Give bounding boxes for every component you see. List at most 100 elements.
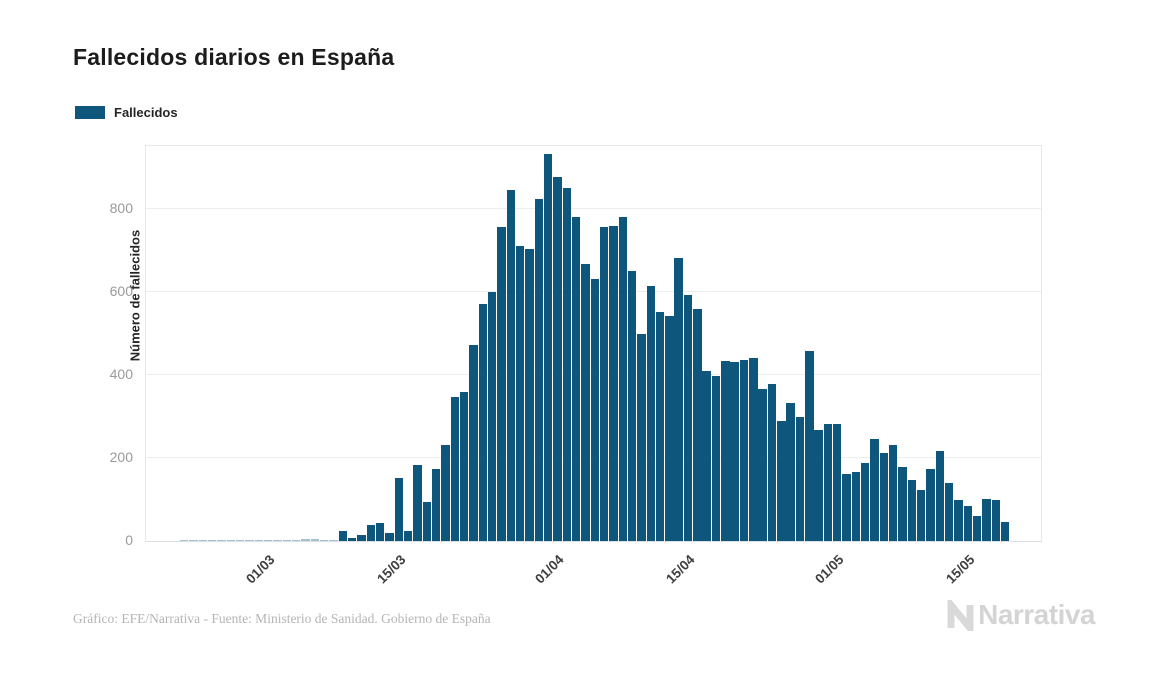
x-tick-01-04: 01/04 (532, 552, 567, 587)
bar-06/03[interactable] (310, 538, 319, 541)
bar-14/03[interactable] (385, 532, 394, 541)
bar-25/04[interactable] (777, 421, 786, 541)
bar-23/04[interactable] (758, 388, 767, 541)
bar-25/03[interactable] (487, 291, 497, 541)
bar-11/03[interactable] (357, 535, 366, 541)
bar-24/04[interactable] (767, 384, 777, 541)
bar-11/04[interactable] (646, 286, 655, 541)
narrativa-logo-text: Narrativa (978, 599, 1095, 630)
bar-05/04[interactable] (590, 279, 599, 541)
x-tick-15-04: 15/04 (663, 552, 698, 587)
bar-26/04[interactable] (786, 403, 795, 541)
bar-13/04[interactable] (665, 316, 674, 541)
bar-18/05[interactable] (991, 500, 1001, 541)
bar-04/04[interactable] (581, 263, 590, 541)
x-tick-01-05: 01/05 (812, 552, 847, 587)
bar-13/03[interactable] (375, 523, 385, 541)
bar-23/02[interactable] (198, 540, 208, 541)
bar-22/04[interactable] (749, 358, 758, 541)
bar-22/02[interactable] (189, 540, 198, 541)
bar-17/05[interactable] (982, 498, 991, 541)
bar-06/05[interactable] (879, 453, 889, 541)
x-tick-15-03: 15/03 (373, 552, 409, 587)
bar-07/05[interactable] (889, 445, 898, 541)
gridline-800 (146, 208, 1041, 210)
bar-07/04[interactable] (609, 225, 618, 541)
bar-17/03[interactable] (413, 465, 422, 541)
bar-04/05[interactable] (861, 463, 870, 541)
bar-01/05[interactable] (833, 424, 842, 541)
bar-19/03[interactable] (431, 468, 441, 541)
bar-09/05[interactable] (907, 480, 917, 541)
bar-14/04[interactable] (674, 257, 683, 541)
bar-09/04[interactable] (627, 270, 637, 541)
bar-24/03[interactable] (478, 303, 487, 541)
bar-16/05[interactable] (973, 516, 982, 541)
bar-21/04[interactable] (739, 359, 749, 541)
bar-12/03[interactable] (366, 525, 375, 541)
bar-20/03[interactable] (441, 445, 450, 541)
bar-08/04[interactable] (618, 216, 627, 541)
bar-11/05[interactable] (926, 469, 935, 541)
bar-15/04[interactable] (683, 294, 693, 541)
bar-02/03[interactable] (273, 540, 282, 541)
bar-27/03[interactable] (506, 189, 515, 541)
chart-legend[interactable]: Fallecidos (75, 105, 178, 120)
bar-02/04[interactable] (562, 188, 571, 541)
bar-17/04[interactable] (702, 370, 711, 541)
bar-16/04[interactable] (693, 309, 702, 541)
bar-05/05[interactable] (870, 438, 879, 541)
bar-12/05[interactable] (935, 451, 945, 541)
bar-14/05[interactable] (954, 499, 963, 541)
bar-03/04[interactable] (571, 217, 581, 541)
bar-28/02[interactable] (245, 540, 254, 541)
bar-29/02[interactable] (254, 540, 264, 541)
bar-03/03[interactable] (282, 540, 292, 541)
bar-23/03[interactable] (469, 344, 478, 541)
bar-10/05[interactable] (917, 489, 926, 541)
y-tick-600: 600 (109, 283, 133, 300)
bar-10/04[interactable] (637, 333, 646, 541)
bar-01/04[interactable] (553, 177, 562, 541)
bar-19/05[interactable] (1001, 521, 1010, 541)
bar-01/03[interactable] (263, 540, 273, 541)
bar-27/02[interactable] (235, 540, 245, 541)
bar-20/04[interactable] (730, 362, 739, 541)
bar-18/03[interactable] (422, 501, 431, 541)
bar-06/04[interactable] (599, 226, 609, 541)
bar-29/04[interactable] (814, 430, 823, 541)
bar-16/03[interactable] (403, 531, 413, 541)
bar-21/02[interactable] (180, 540, 189, 541)
bar-15/05[interactable] (963, 506, 973, 541)
bar-03/05[interactable] (851, 472, 861, 541)
bar-31/03[interactable] (543, 153, 553, 541)
bar-28/04[interactable] (805, 350, 814, 541)
bar-30/04[interactable] (823, 424, 833, 541)
bar-25/02[interactable] (217, 540, 226, 541)
bar-26/03[interactable] (497, 226, 506, 541)
bar-02/05[interactable] (842, 473, 851, 541)
bar-19/04[interactable] (721, 360, 730, 541)
bar-07/03[interactable] (319, 539, 329, 541)
bar-18/04[interactable] (711, 375, 721, 541)
bar-28/03[interactable] (515, 246, 525, 541)
bar-10/03[interactable] (347, 537, 357, 541)
bar-08/03[interactable] (329, 540, 338, 541)
page-title: Fallecidos diarios en España (73, 44, 395, 70)
bar-26/02[interactable] (226, 540, 236, 541)
bar-27/04[interactable] (795, 416, 805, 541)
bar-13/05[interactable] (945, 482, 954, 541)
bar-15/03[interactable] (394, 478, 403, 541)
bar-21/03[interactable] (450, 396, 459, 541)
bar-09/03[interactable] (338, 531, 347, 541)
bar-24/02[interactable] (207, 540, 217, 541)
bar-29/03[interactable] (525, 249, 534, 541)
bar-22/03[interactable] (459, 392, 469, 541)
bar-30/03[interactable] (534, 199, 543, 541)
bar-08/05[interactable] (898, 467, 907, 541)
x-tick-01-03: 01/03 (243, 552, 278, 587)
bar-04/03[interactable] (291, 540, 301, 541)
bar-12/04[interactable] (655, 311, 665, 541)
bar-05/03[interactable] (301, 538, 310, 541)
